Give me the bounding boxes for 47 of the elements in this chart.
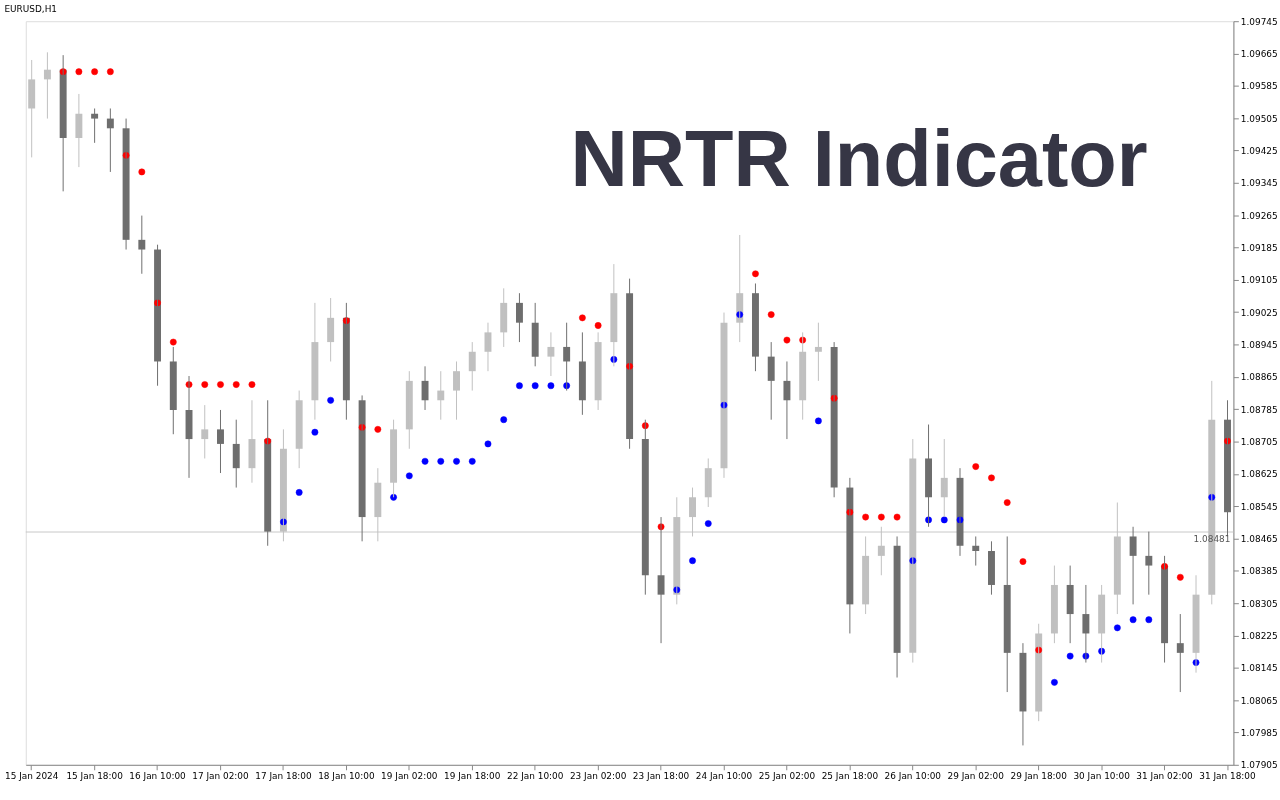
y-tick-label: 1.08225 — [1240, 630, 1278, 641]
chart-title: EURUSD,H1 — [4, 4, 57, 15]
y-tick-label: 1.08145 — [1240, 663, 1278, 674]
y-tick-label: 1.08385 — [1240, 566, 1278, 577]
y-tick-label: 1.09185 — [1240, 242, 1278, 253]
x-tick-label: 29 Jan 18:00 — [1010, 771, 1068, 782]
x-tick-label: 25 Jan 02:00 — [758, 771, 816, 782]
y-tick-label: 1.08865 — [1240, 372, 1278, 383]
x-tick-label: 26 Jan 10:00 — [884, 771, 942, 782]
y-tick-label: 1.09025 — [1240, 307, 1278, 318]
y-tick-label: 1.08305 — [1240, 598, 1278, 609]
y-tick-label: 1.08545 — [1240, 501, 1278, 512]
x-tick-label: 19 Jan 18:00 — [444, 771, 501, 782]
x-tick-label: 29 Jan 02:00 — [947, 771, 1005, 782]
x-tick-label: 17 Jan 18:00 — [255, 771, 312, 782]
y-tick-label: 1.09265 — [1240, 210, 1278, 221]
y-tick-label: 1.09665 — [1240, 49, 1278, 59]
y-tick-label: 1.07905 — [1240, 760, 1278, 771]
y-tick-label: 1.09585 — [1240, 81, 1278, 92]
x-tick-label: 23 Jan 02:00 — [569, 771, 627, 782]
x-tick-label: 19 Jan 02:00 — [381, 771, 438, 782]
x-tick-label: 25 Jan 18:00 — [821, 771, 879, 782]
ref-line-label: 1.08481 — [1193, 533, 1231, 544]
y-tick-label: 1.09505 — [1240, 113, 1278, 124]
x-tick-label: 15 Jan 18:00 — [66, 771, 124, 782]
y-tick-label: 1.09745 — [1240, 16, 1278, 27]
x-tick-label: 30 Jan 10:00 — [1073, 771, 1131, 782]
y-tick-label: 1.09345 — [1240, 178, 1278, 189]
x-tick-label: 18 Jan 10:00 — [318, 771, 375, 782]
y-tick-label: 1.08065 — [1240, 695, 1278, 706]
y-tick-label: 1.08625 — [1240, 469, 1278, 480]
y-tick-label: 1.09105 — [1240, 275, 1278, 286]
y-tick-label: 1.07985 — [1240, 727, 1278, 738]
x-tick-label: 17 Jan 02:00 — [192, 771, 250, 782]
x-tick-label: 16 Jan 10:00 — [129, 771, 187, 782]
x-tick-label: 31 Jan 18:00 — [1199, 771, 1257, 782]
y-tick-label: 1.08785 — [1240, 404, 1278, 415]
annotation: NRTR Indicator — [570, 114, 1148, 204]
x-tick-label: 31 Jan 02:00 — [1136, 771, 1194, 782]
y-tick-label: 1.08465 — [1240, 533, 1278, 544]
y-tick-label: 1.08705 — [1240, 436, 1278, 447]
x-tick-label: 24 Jan 10:00 — [695, 771, 753, 782]
y-tick-label: 1.09425 — [1240, 145, 1278, 156]
x-tick-label: 15 Jan 2024 — [4, 771, 59, 782]
y-tick-label: 1.08945 — [1240, 339, 1278, 350]
x-tick-label: 22 Jan 10:00 — [506, 771, 564, 782]
x-tick-label: 23 Jan 18:00 — [632, 771, 690, 782]
